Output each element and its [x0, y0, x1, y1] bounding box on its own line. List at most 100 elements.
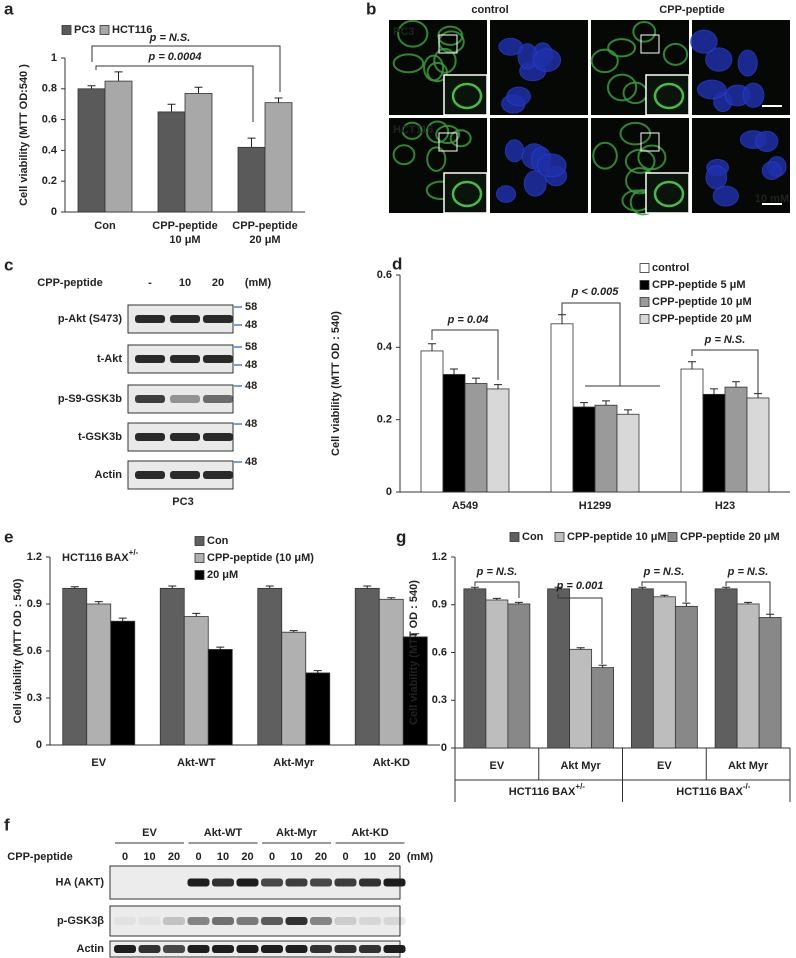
- x-tick-label: 20 μM: [249, 234, 280, 246]
- group-label-sup: +/-: [575, 782, 585, 791]
- error-bar: [660, 594, 669, 597]
- cell-line-label: PC3: [172, 496, 193, 508]
- significance-bracket: [95, 65, 254, 122]
- legend-label: 20 μM: [207, 569, 238, 581]
- bar: [652, 596, 676, 749]
- bar: [736, 603, 760, 749]
- error-bar: [289, 630, 298, 633]
- legend-label: CPP-peptide 20 μM: [680, 531, 780, 543]
- legend-label: Con: [207, 535, 229, 547]
- bar: [463, 588, 487, 749]
- annotation: p = N.S.: [727, 566, 769, 578]
- marker-label: 48: [245, 380, 257, 392]
- band: [187, 878, 210, 887]
- bar: [680, 368, 704, 493]
- marker-label: 48: [245, 319, 257, 331]
- lane-label: 20: [168, 851, 180, 863]
- band: [310, 945, 332, 953]
- band: [203, 315, 233, 323]
- cell: [653, 82, 685, 110]
- x-tick-label: 10 μM: [169, 234, 200, 246]
- y-tick-label: 0.2: [377, 414, 392, 426]
- lane-label: 10: [217, 851, 229, 863]
- y-tick-label: 0.3: [432, 694, 447, 706]
- row-label: Actin: [77, 943, 105, 955]
- row-label: t-GSK3b: [78, 431, 122, 443]
- cell: [426, 146, 447, 172]
- legend-label: PC3: [74, 24, 95, 36]
- bar: [714, 588, 738, 749]
- band: [285, 945, 308, 953]
- cell: [397, 19, 429, 48]
- band: [359, 917, 381, 925]
- y-axis-label: Cell viability (MTT OD : 540): [408, 580, 420, 725]
- marker-label: 58: [245, 301, 257, 313]
- bar: [110, 620, 136, 746]
- bar: [402, 636, 428, 746]
- band: [163, 945, 185, 953]
- y-tick-label: 0.4: [377, 341, 393, 353]
- x-tick-label: Akt-WT: [177, 757, 216, 769]
- x-tick-label: CPP-peptide: [232, 220, 297, 232]
- bar: [507, 603, 531, 749]
- y-tick-label: 0.8: [42, 83, 57, 95]
- treatment-label: CPP-peptide: [37, 277, 102, 289]
- error-bar: [70, 586, 79, 589]
- y-axis-label: Cell viability (MTT OD:540 ): [18, 64, 30, 206]
- significance-bracket: [557, 594, 603, 664]
- band: [203, 433, 233, 441]
- error-bar: [494, 384, 502, 389]
- error-bar: [194, 86, 203, 94]
- bar: [616, 413, 640, 493]
- nucleus: [532, 48, 562, 72]
- panel-letter: a: [4, 0, 14, 18]
- legend-label: CPP-peptide (10 μM): [207, 552, 314, 564]
- bar: [420, 350, 444, 493]
- legend-label: CPP-peptide 10 μM: [652, 296, 752, 308]
- error-bar: [744, 601, 753, 604]
- cell: [401, 121, 423, 140]
- band: [114, 945, 136, 953]
- error-bar: [313, 670, 322, 673]
- legend-swatch: [639, 314, 650, 324]
- error-bar: [168, 585, 177, 589]
- significance-bracket: [561, 302, 660, 387]
- bar: [572, 406, 596, 493]
- error-bar: [732, 381, 740, 388]
- bar: [594, 404, 618, 493]
- lane-label: 0: [269, 851, 275, 863]
- y-axis-label: Cell viability (MTT OD : 540): [12, 578, 24, 723]
- lane-label: 0: [122, 851, 128, 863]
- annotation: p = 0.001: [556, 580, 604, 592]
- cell: [392, 144, 416, 166]
- y-tick-label: 0.6: [432, 646, 447, 658]
- bar: [207, 649, 233, 746]
- lane-label: 0: [342, 851, 348, 863]
- group-label-text: HCT116 BAX: [509, 786, 576, 798]
- band: [203, 355, 233, 363]
- row-label: p-Akt (S473): [58, 313, 123, 325]
- legend-label: CPP-peptide 20 μM: [652, 313, 752, 325]
- band: [170, 355, 200, 363]
- band: [203, 395, 233, 403]
- unit-label: (mM): [407, 851, 434, 863]
- nucleus: [761, 161, 782, 180]
- band: [310, 917, 332, 925]
- bar: [184, 93, 213, 213]
- band: [285, 878, 308, 887]
- error-bar: [602, 400, 610, 406]
- band: [359, 878, 381, 887]
- y-tick-label: 0.4: [42, 144, 58, 156]
- legend-swatch: [194, 570, 205, 580]
- unit-label: (mM): [245, 277, 272, 289]
- bar: [630, 588, 654, 749]
- inset-marker: [438, 34, 458, 54]
- inset-marker: [640, 34, 660, 54]
- error-bar: [514, 601, 523, 604]
- legend-swatch: [639, 263, 650, 273]
- cell: [451, 82, 483, 110]
- annotation: p < 0.005: [571, 286, 620, 298]
- nucleus: [536, 153, 567, 178]
- x-tick-label: CPP-peptide: [152, 220, 217, 232]
- error-bar: [722, 586, 731, 589]
